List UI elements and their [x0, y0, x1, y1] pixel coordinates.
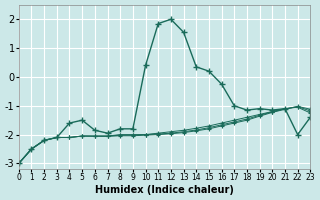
X-axis label: Humidex (Indice chaleur): Humidex (Indice chaleur) [95, 185, 234, 195]
